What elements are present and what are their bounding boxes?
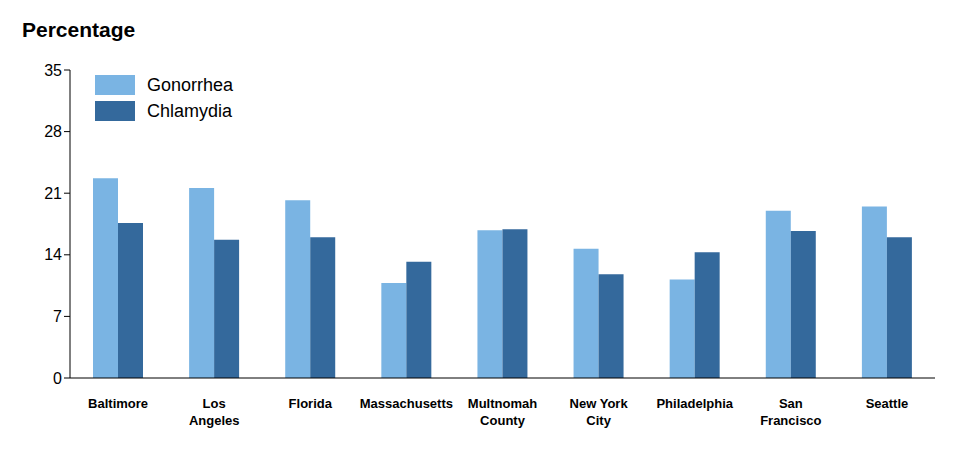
svg-text:LosAngeles: LosAngeles (189, 396, 240, 428)
svg-text:Florida: Florida (289, 396, 333, 411)
svg-text:21: 21 (44, 185, 62, 202)
svg-text:28: 28 (44, 123, 62, 140)
svg-text:Seattle: Seattle (866, 396, 909, 411)
svg-text:MultnomahCounty: MultnomahCounty (468, 396, 537, 428)
svg-text:0: 0 (53, 370, 62, 387)
svg-text:7: 7 (53, 308, 62, 325)
svg-text:14: 14 (44, 246, 62, 263)
svg-text:Massachusetts: Massachusetts (360, 396, 453, 411)
svg-text:Philadelphia: Philadelphia (656, 396, 733, 411)
svg-text:Baltimore: Baltimore (88, 396, 148, 411)
svg-text:New YorkCity: New YorkCity (570, 396, 629, 428)
html-text:Chlamydia: Chlamydia (147, 100, 232, 121)
html-text:Gonorrhea: Gonorrhea (147, 74, 234, 95)
svg-text:SanFrancisco: SanFrancisco (760, 396, 821, 428)
svg-text:35: 35 (44, 62, 62, 79)
html-text:Percentage: Percentage (22, 18, 136, 41)
